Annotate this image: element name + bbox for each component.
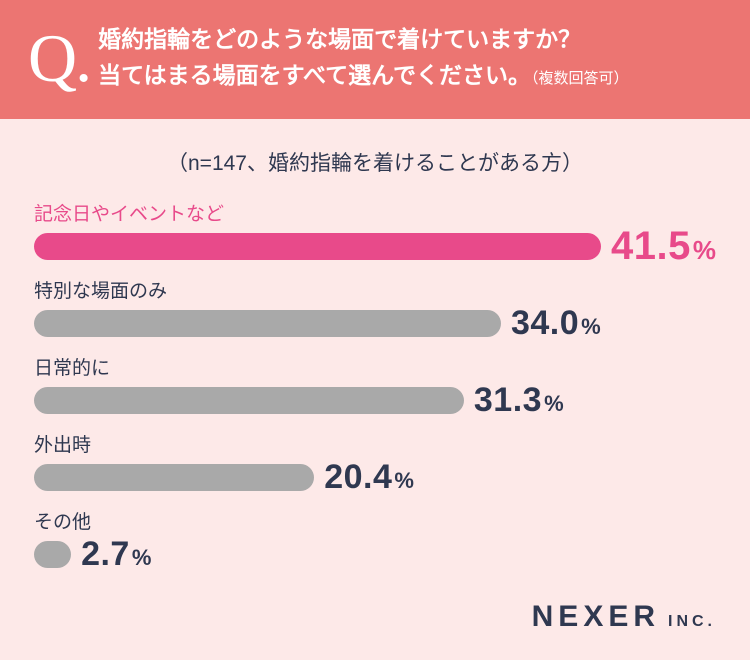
question-line-1: 婚約指輪をどのような場面で着けていますか？ — [98, 26, 581, 52]
brand-main: NEXER — [532, 600, 660, 634]
bar-label: 外出時 — [34, 430, 716, 457]
sample-size-note: （n=147、婚約指輪を着けることがある方） — [0, 147, 750, 177]
bar-value-number: 20.4 — [324, 458, 392, 497]
bar-value: 20.4% — [324, 458, 414, 497]
bar-value: 2.7% — [81, 535, 151, 574]
q-mark: Q. — [28, 24, 90, 92]
bar-row: 特別な場面のみ 34.0% — [34, 276, 716, 337]
bar-fill — [34, 464, 314, 491]
bar-fill — [34, 233, 601, 260]
bar-label: 特別な場面のみ — [34, 276, 716, 303]
bar-value-unit: % — [394, 468, 414, 494]
bar-value: 41.5% — [611, 224, 716, 269]
bar-line: 31.3% — [34, 386, 716, 414]
bar-value-unit: % — [581, 314, 601, 340]
bar-value-number: 34.0 — [511, 304, 579, 343]
bar-fill — [34, 310, 501, 337]
bar-value-number: 41.5 — [611, 224, 691, 269]
bar-line: 41.5% — [34, 232, 716, 260]
question-line-2: 当てはまる場面をすべて選んでください。 — [98, 62, 531, 88]
bar-value: 34.0% — [511, 304, 601, 343]
bar-value: 31.3% — [474, 381, 564, 420]
bar-line: 20.4% — [34, 463, 716, 491]
bar-value-unit: % — [544, 391, 564, 417]
bar-row: その他 2.7% — [34, 507, 716, 568]
bar-row: 外出時 20.4% — [34, 430, 716, 491]
brand-logo: NEXER INC. — [532, 600, 716, 634]
bar-row: 記念日やイベントなど 41.5% — [34, 199, 716, 260]
question-text: 婚約指輪をどのような場面で着けていますか？ 当てはまる場面をすべて選んでください… — [98, 22, 722, 93]
bar-line: 34.0% — [34, 309, 716, 337]
bar-value-unit: % — [693, 235, 716, 266]
bar-value-unit: % — [132, 545, 152, 571]
question-note: （複数回答可） — [531, 70, 629, 87]
bar-value-number: 2.7 — [81, 535, 130, 574]
bar-fill — [34, 387, 464, 414]
brand-suffix: INC. — [668, 613, 716, 631]
bar-fill — [34, 541, 71, 568]
bar-value-number: 31.3 — [474, 381, 542, 420]
bar-label: その他 — [34, 507, 716, 534]
bar-row: 日常的に 31.3% — [34, 353, 716, 414]
bar-line: 2.7% — [34, 540, 716, 568]
bar-label: 記念日やイベントなど — [34, 199, 716, 226]
bar-chart: 記念日やイベントなど41.5%特別な場面のみ34.0%日常的に31.3%外出時2… — [0, 199, 750, 568]
bar-label: 日常的に — [34, 353, 716, 380]
question-header: Q. 婚約指輪をどのような場面で着けていますか？ 当てはまる場面をすべて選んでく… — [0, 0, 750, 119]
